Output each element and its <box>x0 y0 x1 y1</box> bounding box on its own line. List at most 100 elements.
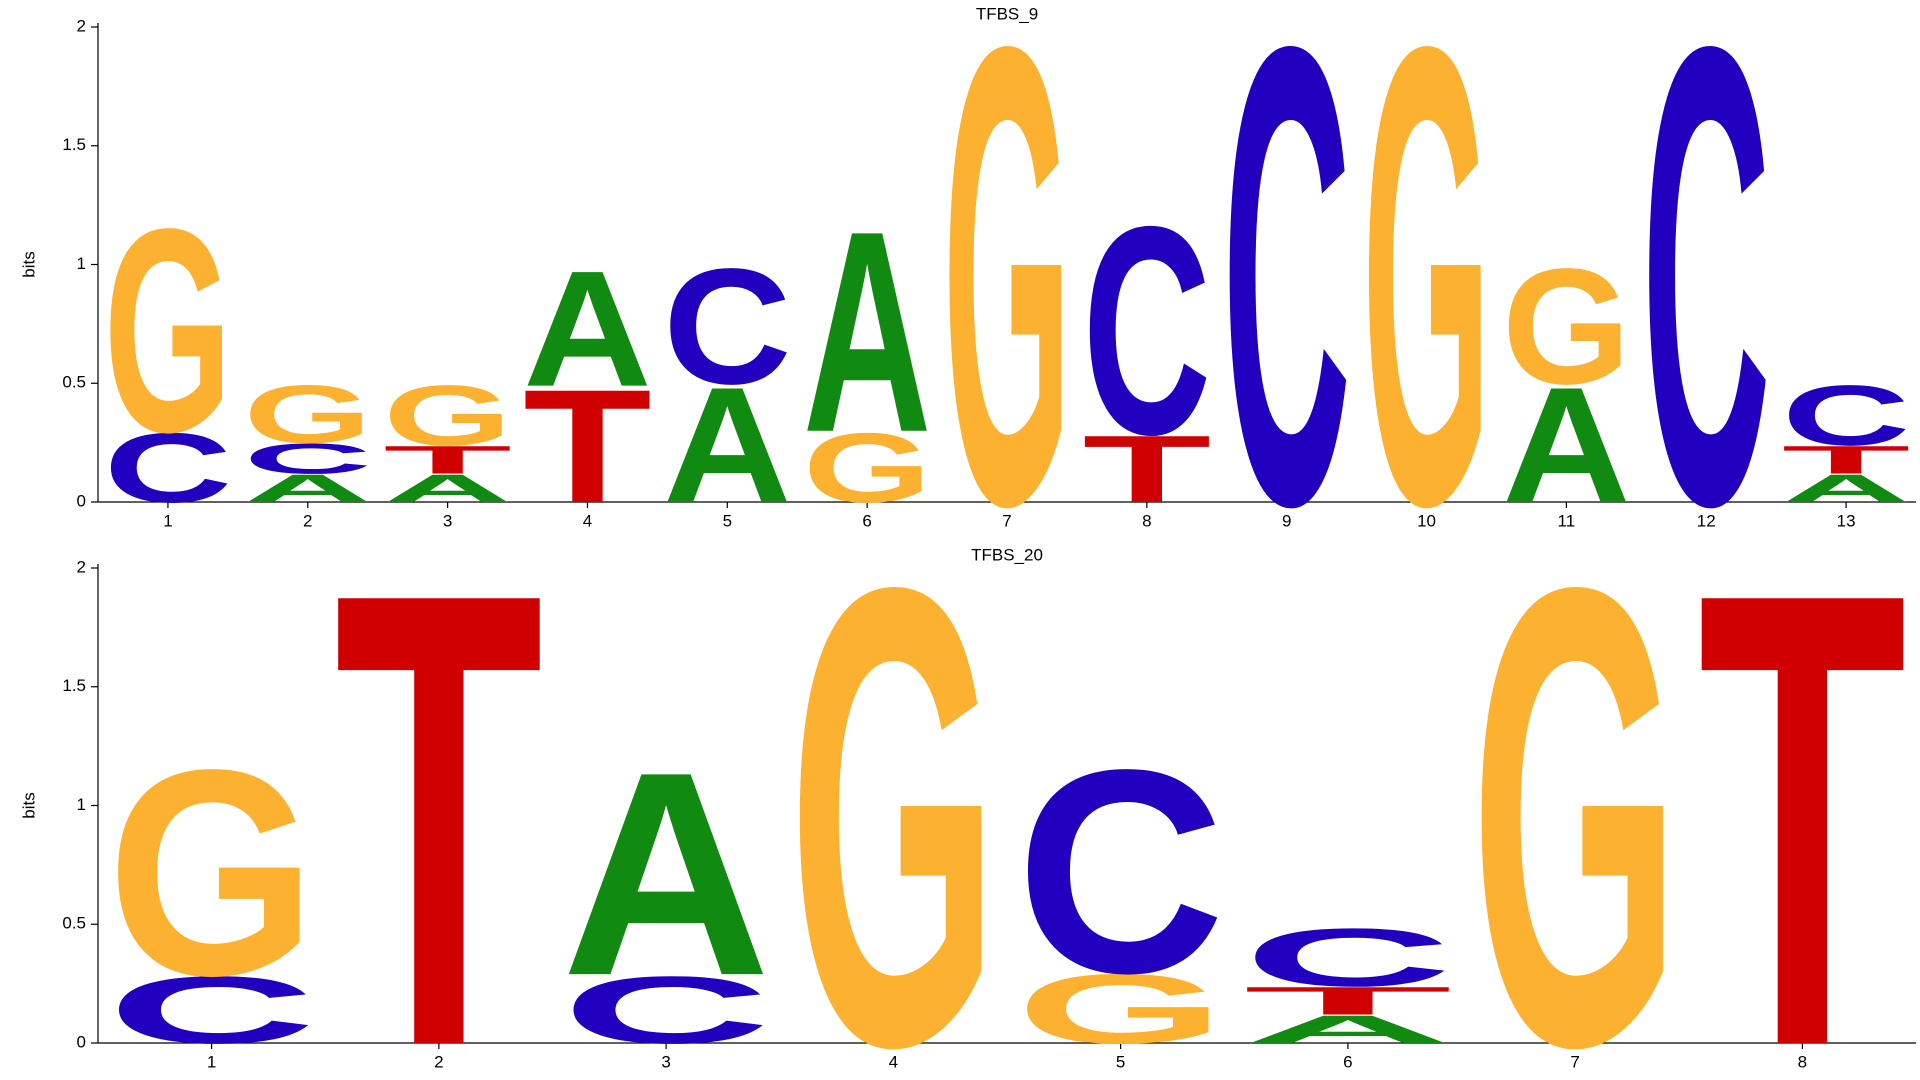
letter-glyph: G <box>107 708 316 1037</box>
letter-glyph: C <box>1016 710 1225 1033</box>
letter: C <box>104 413 233 524</box>
letter: C <box>1782 367 1911 463</box>
letter-glyph: G <box>1362 0 1491 640</box>
letter-glyph: C <box>663 235 792 419</box>
x-tick-label: 7 <box>1570 1052 1579 1071</box>
y-tick-label: 1.5 <box>62 135 86 154</box>
y-tick-label: 1 <box>77 795 86 814</box>
chart-title: TFBS_20 <box>971 545 1043 564</box>
y-tick-label: 1.5 <box>62 676 86 695</box>
letter-glyph: G <box>1016 954 1225 1064</box>
x-tick-label: 3 <box>661 1052 670 1071</box>
letter-glyph: A <box>243 466 372 510</box>
letter-glyph: T <box>1243 979 1452 1023</box>
y-tick-label: 0.5 <box>62 373 86 392</box>
letter: T <box>383 438 512 482</box>
letter: A <box>1243 1007 1452 1051</box>
letter-glyph: G <box>383 368 512 464</box>
x-tick-label: 2 <box>434 1052 443 1071</box>
letter-glyph: G <box>1502 233 1631 418</box>
letter: A <box>1782 466 1911 510</box>
chart-title: TFBS_9 <box>976 4 1038 23</box>
letter: C <box>243 435 372 483</box>
letter: A <box>803 171 932 492</box>
letter-glyph: G <box>789 452 998 1080</box>
letter: G <box>107 708 316 1037</box>
x-tick-label: 4 <box>583 511 592 530</box>
letter-glyph: C <box>1243 912 1452 1004</box>
letter: A <box>523 238 652 422</box>
letter-glyph: T <box>1782 438 1911 482</box>
letter: G <box>1016 954 1225 1064</box>
x-tick-label: 10 <box>1417 511 1436 530</box>
letter: T <box>1782 438 1911 482</box>
y-tick-label: 0 <box>77 491 86 510</box>
letter-glyph: A <box>1243 1007 1452 1051</box>
letter-glyph: G <box>243 368 372 460</box>
letter: T <box>1083 415 1212 522</box>
y-tick-label: 0 <box>77 1032 86 1051</box>
x-tick-label: 3 <box>443 511 452 530</box>
letter-glyph: A <box>803 171 932 492</box>
letter: A <box>243 466 372 510</box>
letter-glyph: T <box>1698 458 1907 1080</box>
letter-glyph: G <box>803 413 932 523</box>
letter-glyph: T <box>383 438 512 482</box>
letter-glyph: A <box>562 713 771 1036</box>
letter: T <box>1698 458 1907 1080</box>
x-tick-label: 7 <box>1002 511 1011 530</box>
y-axis-label: bits <box>19 251 38 277</box>
y-tick-label: 0.5 <box>62 914 86 933</box>
letter-glyph: A <box>1782 466 1911 510</box>
x-tick-label: 6 <box>1343 1052 1352 1071</box>
x-tick-label: 6 <box>862 511 871 530</box>
letter-glyph: T <box>1083 415 1212 522</box>
y-tick-label: 1 <box>77 254 86 273</box>
letter: C <box>107 956 316 1063</box>
letter: T <box>1243 979 1452 1023</box>
letter: A <box>663 354 792 538</box>
letter-glyph: G <box>104 169 233 493</box>
letter: A <box>1502 354 1631 538</box>
letter-glyph: A <box>523 238 652 422</box>
letter: C <box>562 956 771 1063</box>
x-tick-label: 1 <box>163 511 172 530</box>
letter: G <box>943 0 1072 640</box>
letter: G <box>1471 452 1680 1080</box>
letter: G <box>1362 0 1491 640</box>
x-tick-label: 5 <box>1116 1052 1125 1071</box>
x-tick-label: 8 <box>1798 1052 1807 1071</box>
letter: C <box>1083 164 1212 496</box>
letter: G <box>803 413 932 523</box>
letter-glyph: G <box>1471 452 1680 1080</box>
letter: C <box>1243 912 1452 1004</box>
x-tick-label: 1 <box>207 1052 216 1071</box>
letter: G <box>104 169 233 493</box>
letter: C <box>663 235 792 419</box>
x-tick-label: 11 <box>1558 511 1576 530</box>
x-tick-label: 5 <box>723 511 732 530</box>
letter: G <box>383 368 512 464</box>
letter: A <box>383 466 512 510</box>
letter-glyph: A <box>383 466 512 510</box>
letter: G <box>243 368 372 460</box>
letter: G <box>1502 233 1631 418</box>
letter-glyph: T <box>523 356 652 537</box>
x-tick-label: 12 <box>1697 511 1716 530</box>
y-tick-label: 2 <box>77 16 86 35</box>
letter: T <box>334 458 543 1080</box>
x-tick-label: 8 <box>1142 511 1151 530</box>
letter-glyph: C <box>1083 164 1212 496</box>
letter-glyph: A <box>663 354 792 538</box>
letter-glyph: G <box>943 0 1072 640</box>
letter-glyph: C <box>562 956 771 1063</box>
letter: T <box>523 356 652 537</box>
letter: C <box>1016 710 1225 1033</box>
letter-glyph: C <box>243 435 372 483</box>
x-tick-label: 4 <box>889 1052 898 1071</box>
letter: C <box>1642 0 1771 641</box>
letter-glyph: T <box>334 458 543 1080</box>
y-tick-label: 2 <box>77 557 86 576</box>
